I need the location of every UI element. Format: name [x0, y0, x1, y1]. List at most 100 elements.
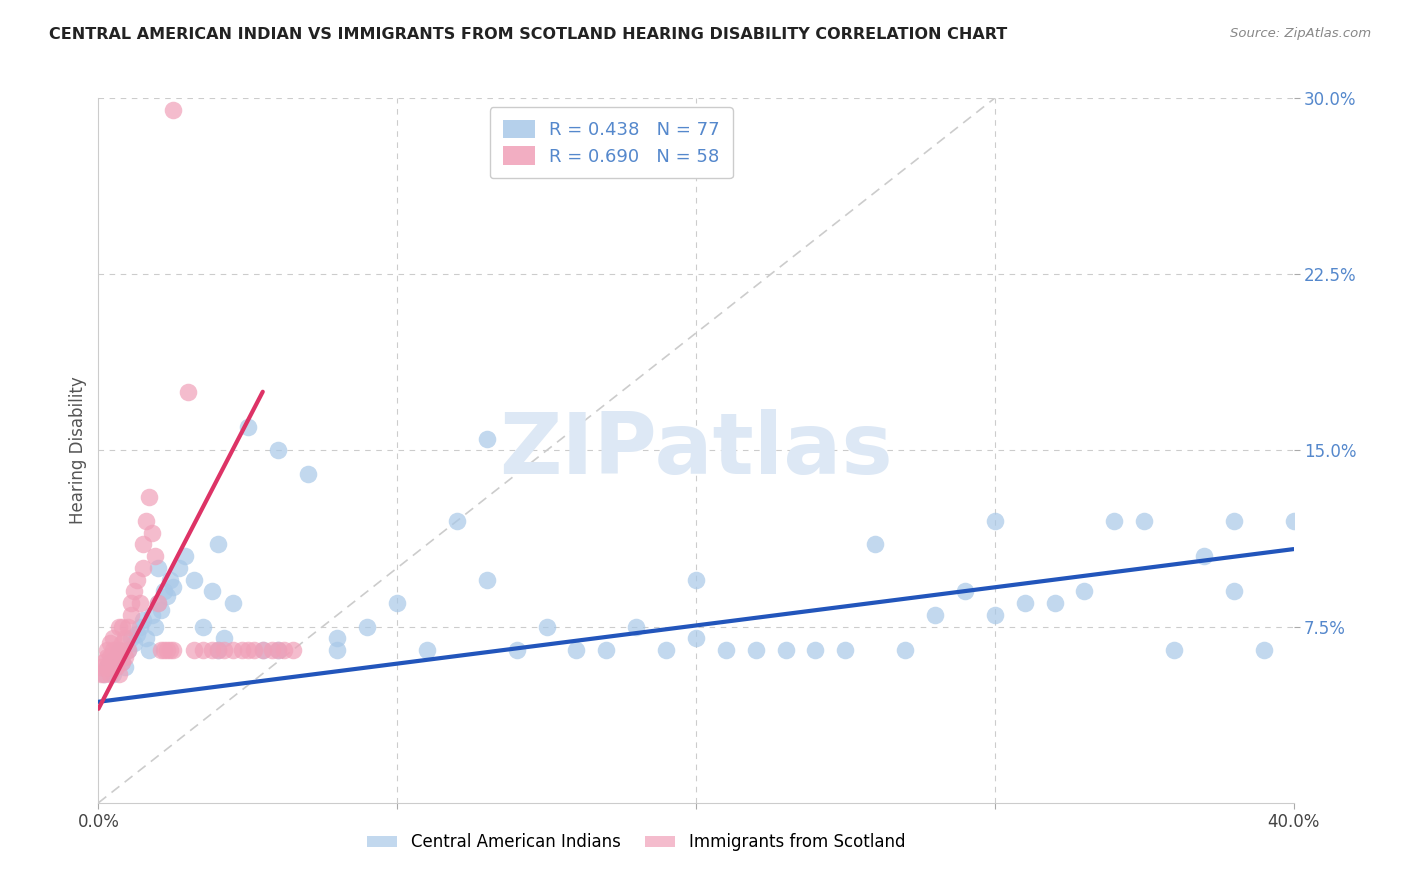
Point [153, 584, 176, 599]
Point [129, 596, 152, 610]
Point [148, 596, 170, 610]
Point [595, 643, 617, 657]
Point [114, 659, 136, 673]
Point [177, 384, 200, 399]
Point [162, 103, 184, 117]
Point [108, 643, 131, 657]
Point [90, 666, 112, 681]
Point [655, 643, 678, 657]
Point [103, 666, 125, 681]
Point [207, 643, 229, 657]
Point [96, 650, 118, 665]
Point [1014, 596, 1036, 610]
Point [894, 643, 917, 657]
Point [1073, 584, 1095, 599]
Point [685, 632, 707, 646]
Point [148, 596, 170, 610]
Point [475, 573, 498, 587]
Point [124, 636, 146, 650]
Point [1163, 643, 1185, 657]
Point [804, 643, 827, 657]
Point [243, 643, 266, 657]
Point [1282, 514, 1305, 528]
Point [984, 607, 1007, 622]
Point [98, 655, 122, 669]
Point [260, 643, 283, 657]
Point [141, 525, 163, 540]
Point [267, 643, 290, 657]
Point [114, 650, 136, 665]
Point [685, 573, 707, 587]
Point [207, 643, 229, 657]
Point [117, 643, 139, 657]
Point [984, 514, 1007, 528]
Point [124, 584, 146, 599]
Point [96, 659, 118, 673]
Point [252, 643, 274, 657]
Point [127, 626, 149, 640]
Point [98, 650, 122, 665]
Text: CENTRAL AMERICAN INDIAN VS IMMIGRANTS FROM SCOTLAND HEARING DISABILITY CORRELATI: CENTRAL AMERICAN INDIAN VS IMMIGRANTS FR… [49, 27, 1008, 42]
Point [132, 537, 155, 551]
Point [111, 655, 134, 669]
Point [236, 643, 259, 657]
Point [120, 607, 142, 622]
Point [475, 432, 498, 446]
Text: ZIPatlas: ZIPatlas [499, 409, 893, 492]
Point [231, 643, 253, 657]
Point [506, 643, 529, 657]
Point [129, 619, 152, 633]
Point [183, 643, 205, 657]
Point [162, 643, 184, 657]
Point [138, 491, 160, 505]
Point [103, 655, 125, 669]
Point [153, 643, 176, 657]
Point [96, 659, 118, 673]
Point [326, 632, 349, 646]
Point [105, 650, 128, 665]
Point [159, 643, 181, 657]
Point [222, 643, 245, 657]
Point [141, 607, 163, 622]
Point [297, 467, 319, 481]
Point [117, 643, 139, 657]
Point [281, 643, 304, 657]
Point [212, 632, 235, 646]
Point [120, 632, 142, 646]
Point [132, 561, 155, 575]
Point [138, 643, 160, 657]
Point [108, 666, 131, 681]
Point [714, 643, 737, 657]
Point [326, 643, 349, 657]
Point [159, 573, 181, 587]
Point [626, 619, 648, 633]
Point [236, 420, 259, 434]
Point [150, 643, 173, 657]
Point [201, 584, 224, 599]
Point [114, 632, 136, 646]
Point [222, 596, 245, 610]
Point [745, 643, 768, 657]
Point [93, 666, 115, 681]
Y-axis label: Hearing Disability: Hearing Disability [69, 376, 87, 524]
Point [98, 666, 122, 681]
Point [565, 643, 588, 657]
Point [183, 573, 205, 587]
Point [156, 589, 179, 603]
Point [267, 643, 290, 657]
Point [865, 537, 887, 551]
Point [143, 619, 166, 633]
Text: Source: ZipAtlas.com: Source: ZipAtlas.com [1230, 27, 1371, 40]
Point [924, 607, 946, 622]
Point [167, 561, 190, 575]
Legend: Central American Indians, Immigrants from Scotland: Central American Indians, Immigrants fro… [360, 827, 912, 858]
Point [201, 643, 224, 657]
Point [1133, 514, 1156, 528]
Point [111, 619, 134, 633]
Point [356, 619, 378, 633]
Point [775, 643, 797, 657]
Point [90, 659, 112, 673]
Point [446, 514, 468, 528]
Point [191, 619, 214, 633]
Point [96, 643, 118, 657]
